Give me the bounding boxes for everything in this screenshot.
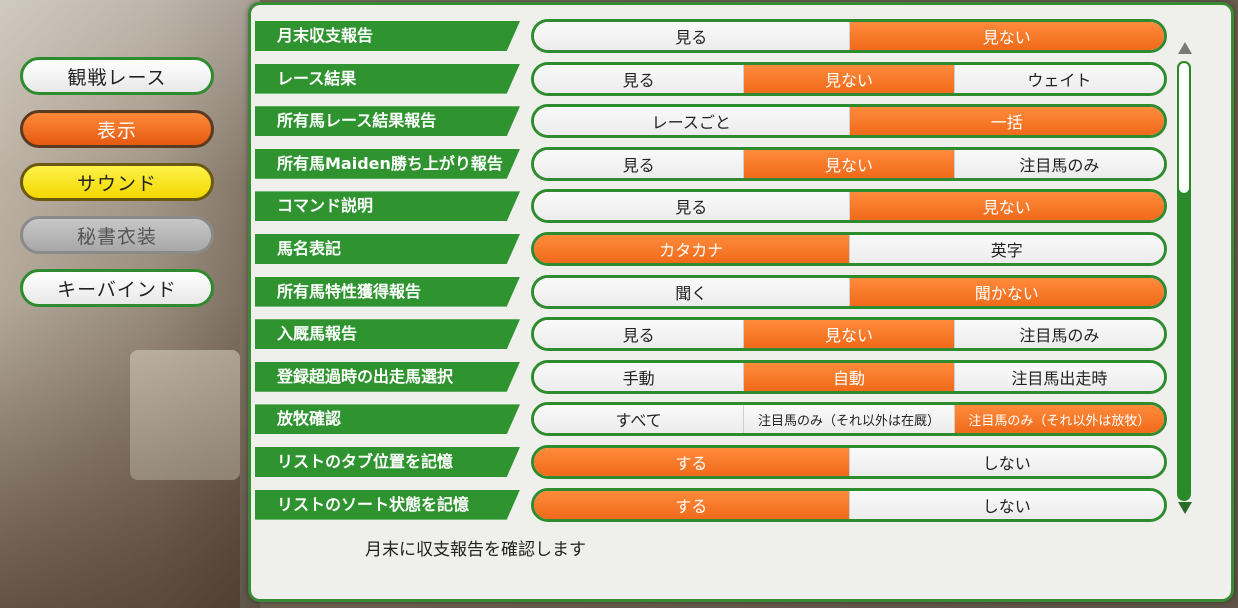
setting-option-group: 見る 見ない xyxy=(531,19,1167,53)
scroll-up-icon[interactable] xyxy=(1177,41,1193,55)
setting-option[interactable]: 自動 xyxy=(744,362,955,391)
setting-option[interactable]: する xyxy=(534,490,850,519)
setting-option[interactable]: 見る xyxy=(534,22,850,50)
setting-option-group: すべて 注目馬のみ（それ以外は在厩） 注目馬のみ（それ以外は放牧） xyxy=(531,402,1167,437)
sidebar-item-secretary-outfit[interactable]: 秘書衣装 xyxy=(20,216,214,254)
setting-option[interactable]: ウェイト xyxy=(954,64,1164,93)
setting-label: リストのソート状態を記憶 xyxy=(255,489,520,520)
sidebar-item-sound[interactable]: サウンド xyxy=(20,163,214,201)
setting-label: コマンド説明 xyxy=(255,191,520,222)
setting-option[interactable]: レースごと xyxy=(534,107,850,136)
setting-option-group: カタカナ 英字 xyxy=(531,232,1167,266)
setting-option[interactable]: 見ない xyxy=(849,192,1164,221)
setting-option[interactable]: 聞かない xyxy=(849,277,1164,306)
sidebar-item-watch-race[interactable]: 観戦レース xyxy=(20,57,214,95)
setting-label: リストのタブ位置を記憶 xyxy=(255,447,520,477)
setting-option-group: する しない xyxy=(531,445,1167,479)
setting-label: 馬名表記 xyxy=(255,234,520,264)
sidebar-item-keybind[interactable]: キーバインド xyxy=(20,269,214,307)
setting-label: 入厩馬報告 xyxy=(255,319,520,350)
setting-option[interactable]: 見ない xyxy=(744,320,955,349)
setting-option[interactable]: 注目馬のみ（それ以外は放牧） xyxy=(954,405,1164,434)
setting-option[interactable]: 聞く xyxy=(534,277,850,306)
setting-label: 所有馬Maiden勝ち上がり報告 xyxy=(255,148,520,179)
setting-option[interactable]: しない xyxy=(849,448,1164,476)
setting-option-group: 見る 見ない ウェイト xyxy=(531,61,1167,96)
setting-option[interactable]: 見る xyxy=(534,149,745,178)
setting-option[interactable]: 見る xyxy=(534,192,850,221)
setting-option-group: 見る 見ない 注目馬のみ xyxy=(531,146,1167,181)
scrollbar-thumb[interactable] xyxy=(1177,61,1191,195)
setting-option-group: 手動 自動 注目馬出走時 xyxy=(531,359,1167,394)
setting-option[interactable]: 注目馬出走時 xyxy=(954,362,1164,391)
setting-option[interactable]: 見ない xyxy=(744,64,955,93)
setting-option[interactable]: カタカナ xyxy=(534,235,850,263)
setting-option[interactable]: 英字 xyxy=(849,235,1164,263)
setting-option[interactable]: 一括 xyxy=(849,107,1164,136)
setting-option[interactable]: 手動 xyxy=(534,362,745,391)
setting-option[interactable]: 見る xyxy=(534,320,745,349)
setting-option[interactable]: する xyxy=(534,448,850,476)
setting-label: レース結果 xyxy=(255,63,520,94)
background-sofa xyxy=(130,350,240,480)
setting-option-group: レースごと 一括 xyxy=(531,104,1167,139)
setting-description: 月末に収支報告を確認します xyxy=(365,540,586,560)
setting-option[interactable]: 見る xyxy=(534,64,745,93)
setting-option[interactable]: 見ない xyxy=(744,149,955,178)
setting-label: 月末収支報告 xyxy=(255,21,520,51)
setting-option[interactable]: 見ない xyxy=(849,22,1164,50)
setting-label: 所有馬レース結果報告 xyxy=(255,106,520,137)
setting-option[interactable]: 注目馬のみ xyxy=(954,320,1164,349)
setting-option-group: 聞く 聞かない xyxy=(531,274,1167,309)
setting-label: 登録超過時の出走馬選択 xyxy=(255,361,520,392)
setting-option[interactable]: 注目馬のみ xyxy=(954,149,1164,178)
setting-option[interactable]: 注目馬のみ（それ以外は在厩） xyxy=(744,405,955,434)
sidebar-item-display[interactable]: 表示 xyxy=(20,110,214,148)
setting-option-group: 見る 見ない xyxy=(531,189,1167,224)
setting-option[interactable]: しない xyxy=(849,490,1164,519)
scroll-down-icon[interactable] xyxy=(1177,501,1193,515)
setting-label: 放牧確認 xyxy=(255,404,520,435)
setting-option-group: する しない xyxy=(531,487,1167,522)
setting-option[interactable]: すべて xyxy=(534,405,745,434)
settings-panel: 月末収支報告 見る 見ない レース結果 見る 見ない ウェイト 所有馬レース結果報告 レースごと… xyxy=(248,2,1234,602)
setting-label: 所有馬特性獲得報告 xyxy=(255,276,520,307)
setting-option-group: 見る 見ない 注目馬のみ xyxy=(531,317,1167,352)
